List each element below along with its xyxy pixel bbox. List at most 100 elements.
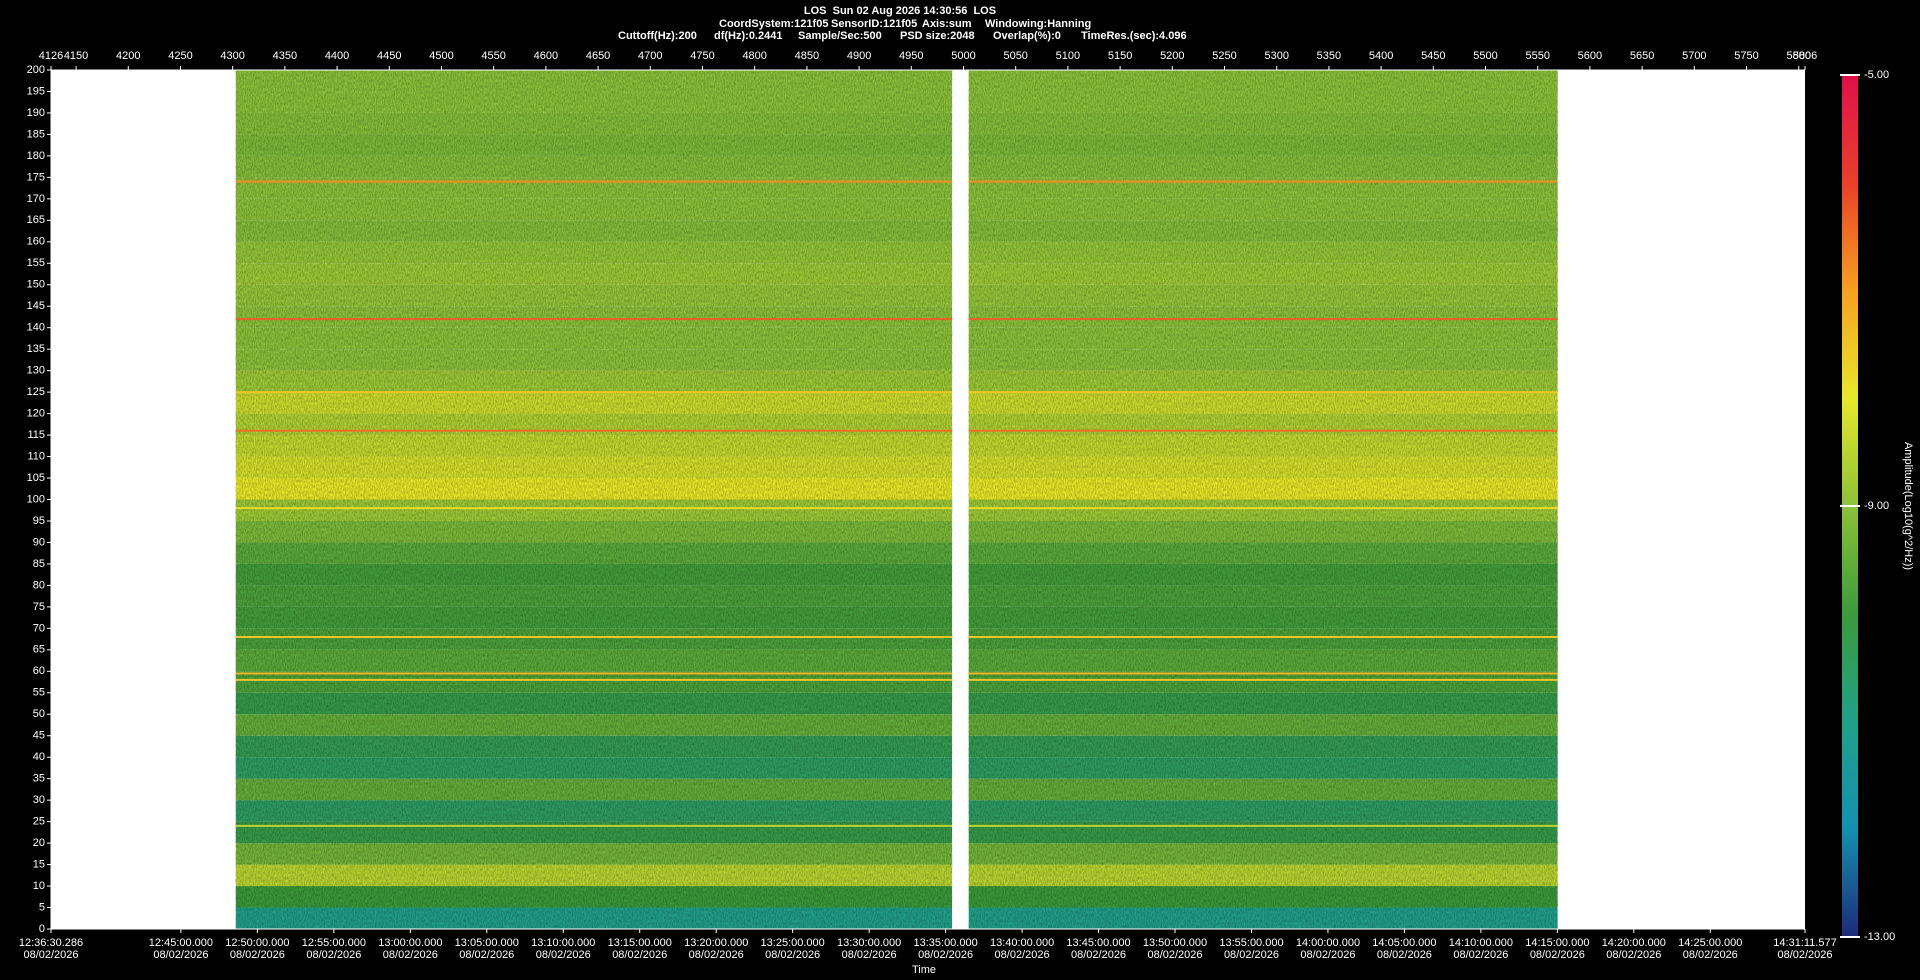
info-item: df(Hz):0.2441	[714, 30, 782, 42]
top-tick-label: 4650	[586, 50, 610, 62]
chart-title: LOS Sun 02 Aug 2026 14:30:56 LOS	[804, 5, 996, 17]
info-item: PSD size:2048	[900, 30, 975, 42]
y-tick-label: 10	[33, 880, 45, 892]
time-tick-date: 08/02/2026	[842, 949, 897, 961]
time-tick-label: 13:35:00.000	[913, 937, 977, 949]
time-tick-label: 12:45:00.000	[149, 937, 213, 949]
top-tick-label: 4250	[168, 50, 192, 62]
top-tick-label: 4550	[481, 50, 505, 62]
time-tick-date: 08/02/2026	[1147, 949, 1202, 961]
y-tick-label: 15	[33, 858, 45, 870]
top-tick-label: 4850	[795, 50, 819, 62]
info-item: Sample/Sec:500	[798, 30, 882, 42]
info-item: TimeRes.(sec):4.096	[1081, 30, 1187, 42]
x-axis-title: Time	[912, 964, 936, 976]
colorbar-tick-label: -9.00	[1864, 500, 1889, 512]
top-tick-label: 5806	[1793, 50, 1817, 62]
time-tick-label: 14:15:00.000	[1525, 937, 1589, 949]
time-tick-label: 13:15:00.000	[608, 937, 672, 949]
top-tick-label: 5200	[1160, 50, 1184, 62]
top-tick-label: 5650	[1630, 50, 1654, 62]
top-tick-label: 5000	[951, 50, 975, 62]
top-tick-label: 5300	[1264, 50, 1288, 62]
info-item: Axis:sum	[922, 18, 972, 30]
top-tick-label: 4350	[273, 50, 297, 62]
y-tick-label: 190	[27, 107, 45, 119]
top-tick-label: 5800	[1786, 50, 1810, 62]
info-item: CoordSystem:121f05	[719, 18, 828, 30]
texture	[235, 70, 953, 929]
y-tick-label: 165	[27, 214, 45, 226]
y-tick-label: 75	[33, 601, 45, 613]
y-tick-label: 85	[33, 558, 45, 570]
y-tick-label: 185	[27, 128, 45, 140]
time-tick-label: 13:50:00.000	[1143, 937, 1207, 949]
time-tick-label: 13:25:00.000	[761, 937, 825, 949]
y-tick-label: 130	[27, 365, 45, 377]
y-tick-label: 65	[33, 644, 45, 656]
time-tick-date: 08/02/2026	[1777, 949, 1832, 961]
time-tick-date: 08/02/2026	[1530, 949, 1585, 961]
top-tick-label: 5550	[1525, 50, 1549, 62]
y-tick-label: 140	[27, 322, 45, 334]
top-tick-label: 5350	[1317, 50, 1341, 62]
top-tick-label: 4300	[220, 50, 244, 62]
y-tick-label: 110	[27, 450, 45, 462]
top-tick-label: 5100	[1056, 50, 1080, 62]
info-item: Windowing:Hanning	[985, 18, 1091, 30]
top-tick-label: 4900	[847, 50, 871, 62]
y-tick-label: 115	[27, 429, 45, 441]
time-tick-label: 13:30:00.000	[837, 937, 901, 949]
y-tick-label: 155	[27, 257, 45, 269]
time-tick-label: 14:00:00.000	[1296, 937, 1360, 949]
y-tick-label: 70	[33, 622, 45, 634]
texture	[968, 70, 1558, 929]
info-item: SensorID:121f05	[831, 18, 917, 30]
y-tick-label: 125	[27, 386, 45, 398]
top-tick-label: 5700	[1682, 50, 1706, 62]
top-tick-label: 4500	[429, 50, 453, 62]
top-tick-label: 5150	[1108, 50, 1132, 62]
y-tick-label: 55	[33, 687, 45, 699]
y-tick-label: 105	[27, 472, 45, 484]
top-tick-label: 5750	[1734, 50, 1758, 62]
time-tick-date: 08/02/2026	[1377, 949, 1432, 961]
time-tick-date: 08/02/2026	[689, 949, 744, 961]
y-tick-label: 35	[33, 773, 45, 785]
time-tick-date: 08/02/2026	[612, 949, 667, 961]
y-tick-label: 160	[27, 236, 45, 248]
top-tick-label: 4950	[899, 50, 923, 62]
time-tick-date: 08/02/2026	[23, 949, 78, 961]
time-tick-date: 08/02/2026	[459, 949, 514, 961]
time-tick-label: 12:36:30.286	[19, 937, 83, 949]
top-tick-label: 5050	[1003, 50, 1027, 62]
time-tick-label: 12:55:00.000	[302, 937, 366, 949]
time-tick-label: 14:25:00.000	[1678, 937, 1742, 949]
top-tick-label: 4750	[690, 50, 714, 62]
colorbar-tick-label: -13.00	[1864, 931, 1895, 943]
top-tick-label: 5400	[1369, 50, 1393, 62]
time-tick-date: 08/02/2026	[153, 949, 208, 961]
time-tick-date: 08/02/2026	[383, 949, 438, 961]
time-tick-date: 08/02/2026	[1606, 949, 1661, 961]
time-tick-label: 13:45:00.000	[1066, 937, 1130, 949]
top-tick-label: 5450	[1421, 50, 1445, 62]
y-tick-label: 20	[33, 837, 45, 849]
time-tick-label: 13:05:00.000	[455, 937, 519, 949]
time-tick-date: 08/02/2026	[1224, 949, 1279, 961]
time-tick-label: 13:55:00.000	[1219, 937, 1283, 949]
y-tick-label: 180	[27, 150, 45, 162]
y-tick-label: 30	[33, 794, 45, 806]
time-tick-date: 08/02/2026	[995, 949, 1050, 961]
colorbar-tick-label: -5.00	[1864, 69, 1889, 81]
colorbar-title: Amplitude(Log10(g^2/Hz))	[1902, 442, 1914, 570]
y-tick-label: 5	[39, 901, 45, 913]
time-tick-label: 13:10:00.000	[531, 937, 595, 949]
info-item: Cuttoff(Hz):200	[618, 30, 697, 42]
top-tick-label: 5500	[1473, 50, 1497, 62]
time-tick-date: 08/02/2026	[918, 949, 973, 961]
time-tick-label: 13:00:00.000	[378, 937, 442, 949]
time-tick-date: 08/02/2026	[1300, 949, 1355, 961]
y-tick-label: 60	[33, 665, 45, 677]
